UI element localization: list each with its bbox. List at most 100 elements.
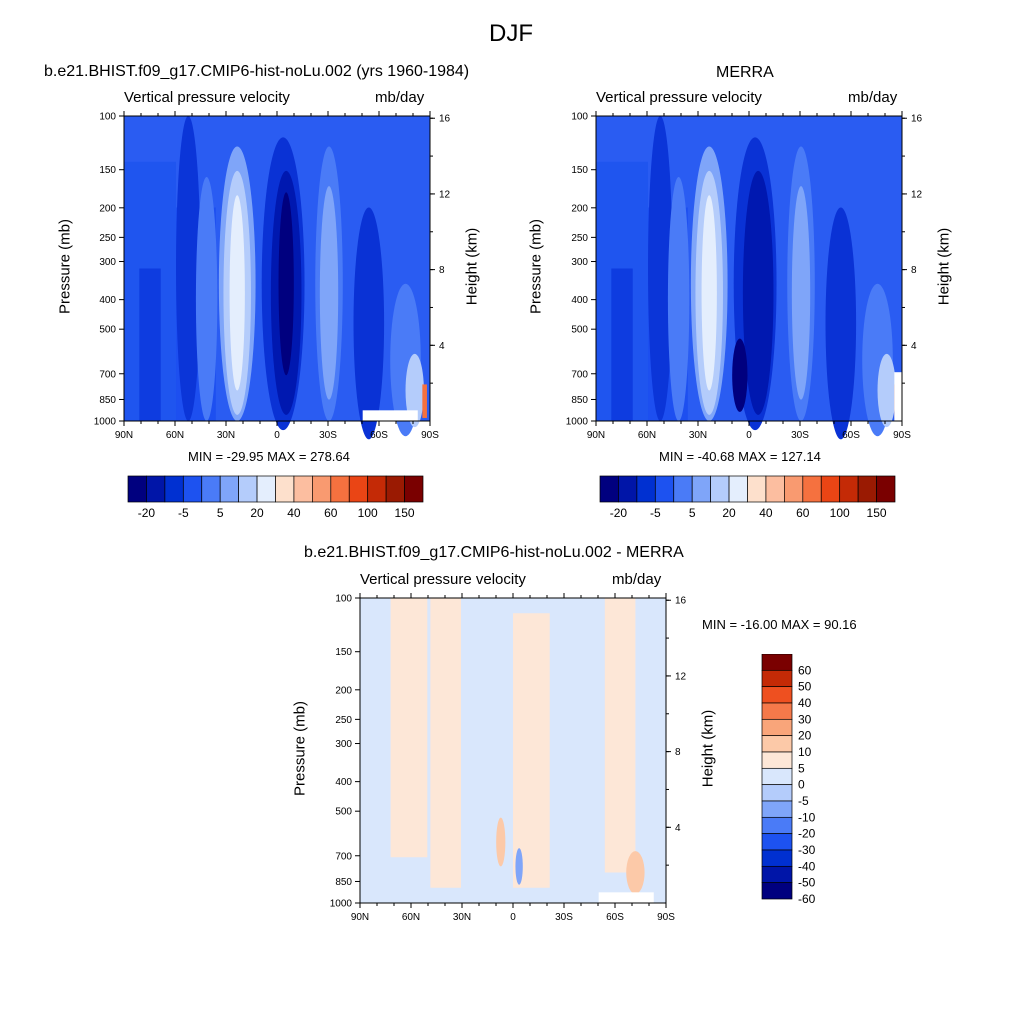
panel-2-plot: 90N 60N 30N 0 30S 60S 90S 100 150 200 250 300 400 500… <box>566 111 923 441</box>
colorbar-swatch <box>673 475 693 503</box>
colorbar-label: 40 <box>287 506 301 520</box>
x-tick-label: 60N <box>638 430 656 441</box>
colorbar-panel-2: -20 -5 5 20 40 60 100 150 <box>599 475 896 520</box>
y-tick-label: 300 <box>571 257 588 268</box>
x-tick-label: 60S <box>842 430 860 441</box>
y2-tick-label: 12 <box>911 189 923 200</box>
colorbar-label: 40 <box>798 696 812 710</box>
panel-1-variable-label: Vertical pressure velocity <box>124 89 290 106</box>
colorbar-swatch <box>256 475 276 503</box>
colorbar-label: 100 <box>358 506 378 520</box>
y2-tick-label: 4 <box>439 341 445 352</box>
panel-2-title: MERRA <box>716 64 774 81</box>
field-blob <box>701 195 717 391</box>
panel-1-units-label: mb/day <box>375 89 425 106</box>
field-blob <box>319 186 339 400</box>
x-tick-label: 30N <box>453 912 471 923</box>
panel-2-y2label: Height (km) <box>935 227 953 306</box>
colorbar-swatch <box>761 686 793 704</box>
y-tick-label: 500 <box>335 807 352 818</box>
colorbar-swatch <box>761 849 793 867</box>
colorbar-swatch <box>182 475 203 503</box>
colorbar-swatch <box>691 475 711 503</box>
y2-tick-label: 16 <box>911 114 923 125</box>
y-tick-label: 700 <box>335 851 352 862</box>
colorbar-swatch <box>761 784 793 802</box>
colorbar-swatch <box>784 475 804 503</box>
diff-band <box>390 598 428 858</box>
panel-3-variable-label: Vertical pressure velocity <box>360 571 526 588</box>
field-blob <box>648 116 673 421</box>
colorbar-swatch <box>348 475 369 503</box>
x-tick-label: 60N <box>166 430 184 441</box>
panel-2-minmax: MIN = -40.68 MAX = 127.14 <box>659 449 821 464</box>
colorbar-swatch <box>761 800 793 818</box>
y-tick-label: 500 <box>99 325 116 336</box>
field-blob <box>732 338 748 412</box>
x-tick-label: 30S <box>791 430 809 441</box>
colorbar-swatch <box>761 833 793 851</box>
y-tick-label: 700 <box>99 369 116 380</box>
y2-tick-label: 12 <box>675 671 687 682</box>
y-tick-label: 250 <box>99 233 116 244</box>
panel-1-plot: 90N 60N 30N 0 30S 60S 90S 100 150 200 250 300 400 500… <box>94 111 451 441</box>
colorbar-label: -5 <box>798 794 809 808</box>
colorbar-swatch <box>654 475 675 503</box>
y2-tick-label: 8 <box>675 747 681 758</box>
x-tick-label: 90N <box>115 430 133 441</box>
field-band <box>139 268 161 421</box>
y-tick-label: 850 <box>335 877 352 888</box>
panel-1-ylabel: Pressure (mb) <box>56 218 74 315</box>
field-blob <box>353 207 385 440</box>
colorbar-swatch <box>761 718 793 737</box>
colorbar-swatch <box>293 475 313 503</box>
field-blob <box>825 207 857 440</box>
diff-blob <box>515 848 523 885</box>
colorbar-label: -40 <box>798 859 816 873</box>
panel-1-y2label: Height (km) <box>463 227 481 306</box>
colorbar-label: 30 <box>798 712 812 726</box>
diff-band <box>513 613 550 888</box>
colorbar-label: -5 <box>178 506 189 520</box>
field-band <box>611 268 633 421</box>
field-blob <box>405 353 424 428</box>
colorbar-panel-1: -20 -5 5 20 40 60 100 150 <box>127 475 424 520</box>
x-tick-label: 90N <box>351 912 369 923</box>
field-blob <box>176 116 201 421</box>
colorbar-swatch <box>238 475 258 503</box>
colorbar-label: 60 <box>324 506 338 520</box>
field-surface <box>422 384 427 418</box>
y-tick-label: 1000 <box>566 417 589 428</box>
field-blob <box>791 186 811 400</box>
colorbar-swatch <box>761 751 793 769</box>
main-title: DJF <box>489 20 533 47</box>
colorbar-label: 150 <box>867 506 887 520</box>
colorbar-swatch <box>761 735 793 753</box>
y-tick-label: 500 <box>571 325 588 336</box>
colorbar-label: 5 <box>798 761 805 775</box>
y-tick-label: 150 <box>571 165 588 176</box>
y2-tick-label: 16 <box>439 114 451 125</box>
colorbar-swatch <box>312 475 332 503</box>
colorbar-swatch <box>164 475 184 503</box>
panel-2-ylabel: Pressure (mb) <box>527 218 545 315</box>
colorbar-swatch <box>330 475 350 503</box>
colorbar-swatch <box>201 475 221 503</box>
colorbar-swatch <box>404 475 424 503</box>
colorbar-label: 10 <box>798 745 812 759</box>
colorbar-label: -20 <box>798 827 816 841</box>
colorbar-swatch <box>802 475 822 503</box>
colorbar-swatch <box>127 475 147 503</box>
colorbar-label: 5 <box>689 506 696 520</box>
colorbar-swatch <box>636 475 656 503</box>
field-blob <box>742 170 774 415</box>
y2-tick-label: 8 <box>439 265 445 276</box>
colorbar-label: 150 <box>395 506 415 520</box>
colorbar-swatch <box>761 865 793 884</box>
x-tick-label: 60S <box>606 912 624 923</box>
colorbar-swatch <box>710 475 730 503</box>
colorbar-swatch <box>747 475 767 503</box>
y-tick-label: 300 <box>335 739 352 750</box>
colorbar-swatch <box>761 816 793 835</box>
